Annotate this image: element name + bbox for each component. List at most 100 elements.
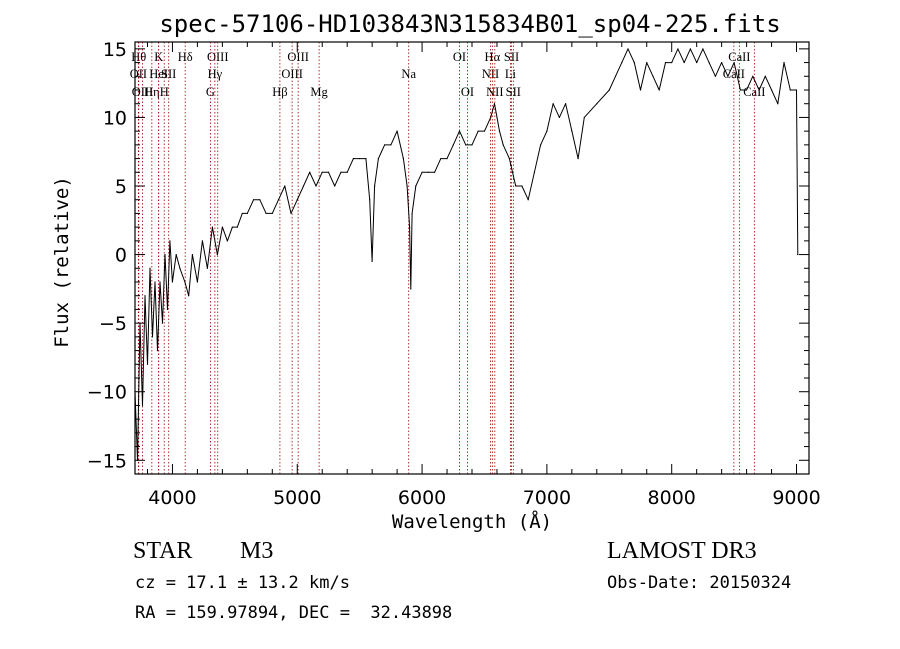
spectrum-point-115 — [739, 89, 741, 91]
spectrum-point-57 — [396, 130, 398, 132]
line-label-25: CaII — [723, 67, 745, 81]
spectrum-point-42 — [315, 185, 317, 187]
spectrum-point-46 — [340, 171, 342, 173]
spectrum-point-88 — [558, 116, 560, 119]
spectrum-point-63 — [415, 185, 417, 187]
spectrum-point-76 — [493, 103, 496, 105]
line-label-6: H — [160, 85, 169, 99]
line-label-23: SII — [504, 50, 519, 64]
spectrum-point-4 — [144, 295, 146, 297]
spectrum-point-69 — [452, 144, 454, 146]
spectrum-point-50 — [365, 157, 367, 160]
y-tick-label-2: −5 — [99, 313, 127, 335]
line-label-24: SII — [506, 85, 521, 99]
spectrum-point-108 — [696, 61, 698, 64]
spectrum-point-23 — [206, 267, 208, 269]
spectrum-point-7 — [151, 336, 154, 338]
x-axis-label: Wavelength (Å) — [392, 510, 552, 533]
spectrum-point-82 — [521, 185, 523, 187]
x-tick-label-0: 4000 — [148, 487, 196, 509]
spectrum-point-8 — [154, 281, 156, 283]
spectrum-point-34 — [265, 212, 267, 215]
object-class: STAR — [133, 538, 193, 564]
spectrum-point-14 — [169, 240, 171, 242]
spectrum-series — [134, 48, 799, 461]
spectrum-point-114 — [733, 61, 735, 64]
spectrum-point-116 — [745, 89, 748, 91]
object-subclass: M3 — [240, 538, 274, 564]
spectrum-point-93 — [596, 103, 598, 105]
line-label-8: Hδ — [178, 50, 193, 64]
y-tick-label-0: −15 — [87, 450, 127, 472]
spectrum-point-45 — [334, 185, 336, 187]
spectrum-point-61 — [410, 288, 412, 290]
line-label-21: NII — [486, 85, 503, 99]
spectrum-point-105 — [677, 48, 679, 50]
y-tick-label-3: 0 — [115, 245, 127, 267]
line-label-18: OI — [461, 85, 474, 99]
y-tick-label-5: 10 — [103, 107, 127, 129]
spectrum-point-81 — [515, 185, 517, 187]
spectrum-point-6 — [149, 267, 151, 269]
spectrum-point-18 — [184, 281, 186, 283]
x-tick-label-2: 6000 — [398, 487, 446, 509]
spectrum-point-9 — [156, 349, 159, 352]
spectrum-point-52 — [371, 260, 373, 263]
spectrum-point-74 — [483, 130, 486, 132]
line-label-5: HeI — [149, 67, 168, 81]
spectrum-point-60 — [408, 226, 411, 228]
spectrum-point-5 — [146, 363, 149, 365]
spectrum-point-16 — [175, 253, 177, 256]
spectrum-point-123 — [789, 89, 791, 91]
x-tick-label-3: 7000 — [523, 487, 571, 509]
spectrum-point-84 — [533, 171, 536, 173]
spectrum-point-48 — [352, 157, 355, 160]
spectrum-point-38 — [290, 212, 292, 215]
line-label-17: OI — [453, 50, 466, 64]
spectrum-point-39 — [296, 199, 298, 201]
spectrum-point-124 — [795, 89, 798, 91]
x-axis: 4000 5000 6000 7000 8000 9000 — [146, 42, 821, 509]
spectrum-point-117 — [752, 75, 754, 77]
spectrum-point-3 — [141, 404, 144, 407]
line-label-10: OIII — [207, 50, 229, 64]
spectrum-point-58 — [402, 157, 404, 160]
spectrum-point-10 — [159, 281, 161, 283]
spectrum-point-41 — [309, 171, 311, 173]
spectrum-point-59 — [406, 185, 408, 187]
y-axis: −15 −10 −5 0 5 10 15 — [87, 39, 809, 472]
spectrum-point-62 — [411, 212, 413, 215]
spectrum-point-68 — [446, 157, 448, 160]
spectrum-point-120 — [770, 89, 773, 91]
y-axis-label: Flux (relative) — [51, 176, 73, 348]
spectrum-point-31 — [246, 212, 248, 215]
spectrum-point-22 — [201, 240, 203, 242]
spectrum-point-89 — [565, 103, 567, 105]
spectrum-point-86 — [546, 130, 548, 132]
spectrum-point-72 — [471, 144, 473, 146]
spectrum-point-78 — [498, 130, 501, 132]
line-label-26: CaII — [728, 50, 750, 64]
line-label-16: Na — [401, 67, 416, 81]
spectrum-point-83 — [527, 199, 529, 201]
spectrum-point-104 — [671, 61, 673, 64]
spectrum-line — [134, 48, 799, 461]
spectrum-point-87 — [552, 103, 554, 105]
spectrum-point-79 — [502, 144, 504, 146]
spectrum-point-65 — [427, 171, 429, 173]
spectrum-point-102 — [658, 89, 660, 91]
redshift-text: cz = 17.1 ± 13.2 km/s — [135, 573, 350, 593]
spectrum-point-97 — [627, 48, 629, 50]
spectrum-point-40 — [302, 185, 305, 187]
spectrum-point-55 — [384, 144, 386, 146]
spectrum-point-43 — [321, 171, 323, 173]
survey-name: LAMOST DR3 — [607, 538, 757, 564]
spectrum-point-37 — [284, 185, 286, 187]
coordinates-text: RA = 159.97894, DEC = 32.43898 — [135, 603, 453, 623]
spectrum-point-29 — [236, 226, 238, 228]
spectrum-point-110 — [708, 61, 710, 64]
spectrum-point-112 — [721, 61, 723, 64]
spectrum-point-35 — [271, 212, 273, 215]
line-label-3: Hη — [144, 85, 160, 99]
